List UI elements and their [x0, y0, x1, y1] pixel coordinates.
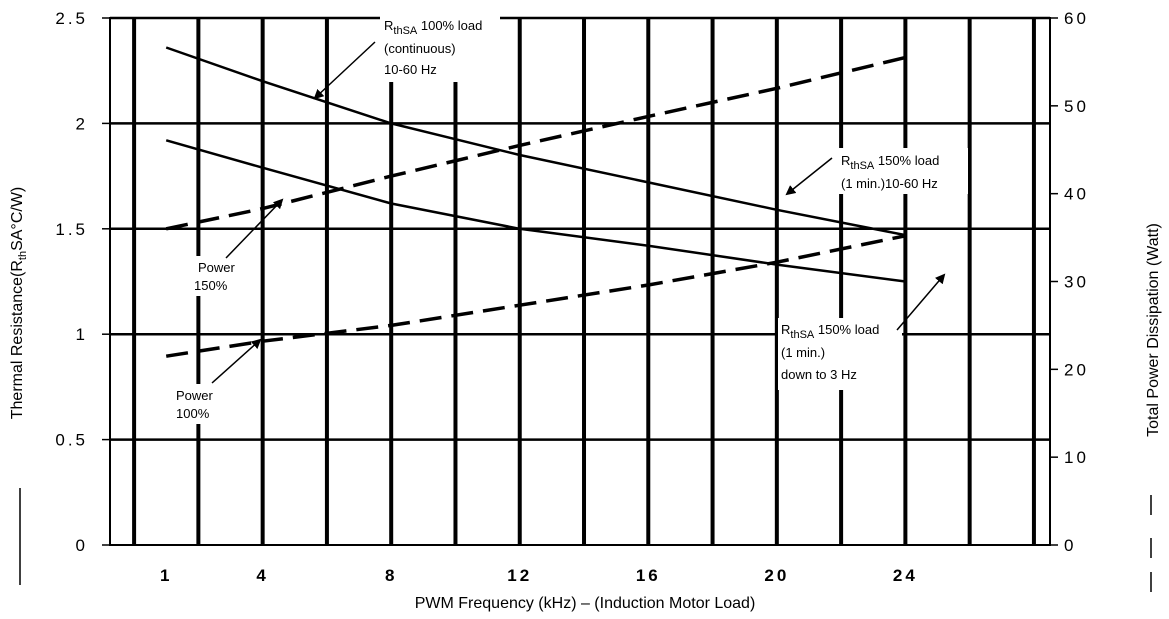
annotation-line: Power	[198, 260, 236, 275]
annotation-sub: thSA	[850, 160, 875, 172]
y-tick-label-right: 30	[1064, 273, 1089, 292]
y-tick-label-right: 10	[1064, 448, 1089, 467]
y-tick-label-right: 60	[1064, 9, 1089, 28]
x-tick-label: 12	[507, 566, 532, 585]
x-tick-label: 20	[764, 566, 789, 585]
series-line-solid-1	[165, 46, 906, 237]
series	[165, 46, 906, 358]
annotation-r: R	[384, 18, 393, 33]
annotation-load: 150% load	[814, 322, 879, 337]
annotation-r: R	[841, 153, 850, 168]
y-tick-label-right: 20	[1064, 360, 1089, 379]
svg-text:RthSA 150% load: RthSA 150% load	[841, 153, 939, 172]
plot-frame	[109, 17, 1051, 546]
x-tick-label: 1	[160, 566, 172, 585]
series-line-dashed-3	[165, 55, 906, 231]
svg-text:RthSA 150% load: RthSA 150% load	[781, 322, 879, 341]
annotation-rthsa-100-continuous: RthSA 100% load (continuous) 10-60 Hz	[313, 12, 500, 100]
annotation-line: 10-60 Hz	[384, 62, 437, 77]
annotation-line: 150%	[194, 278, 228, 293]
y-tick-label-left: 0	[76, 536, 88, 555]
series-line-solid-2	[165, 139, 906, 283]
annotation-line: (1 min.)	[781, 345, 825, 360]
annotation-rthsa-150-3hz: RthSA 150% load (1 min.) down to 3 Hz	[778, 273, 946, 390]
x-axis-label: PWM Frequency (kHz) – (Induction Motor L…	[415, 595, 756, 612]
y-tick-label-right: 0	[1064, 536, 1076, 555]
annotation-line: Power	[176, 388, 214, 403]
annotation-load: 150% load	[874, 153, 939, 168]
x-tick-label: 8	[385, 566, 397, 585]
annotation-line: (1 min.)10-60 Hz	[841, 176, 938, 191]
y-axis-label-left-main: Thermal Resistance(R	[9, 260, 26, 419]
annotation-sub: thSA	[790, 329, 815, 341]
grid	[102, 16, 1058, 546]
annotation-line: 100%	[176, 406, 210, 421]
y-tick-label-left: 0.5	[55, 431, 88, 450]
annotation-line: (continuous)	[384, 41, 456, 56]
y-axis-label-left-sub: th	[17, 251, 29, 260]
annotation-r: R	[781, 322, 790, 337]
y-axis-label-right: Total Power Dissipation (Watt)	[1145, 223, 1162, 437]
annotation-line: down to 3 Hz	[781, 367, 857, 382]
annotation-rthsa-150-1min: RthSA 150% load (1 min.)10-60 Hz	[785, 148, 968, 196]
annotations: RthSA 100% load (continuous) 10-60 Hz Rt…	[162, 12, 968, 424]
x-tick-label: 16	[636, 566, 661, 585]
x-tick-label: 24	[893, 566, 918, 585]
annotation-power-100: Power 100%	[162, 338, 262, 424]
y-tick-label-left: 2	[76, 114, 88, 133]
y-tick-label-left: 2.5	[55, 9, 88, 28]
y-tick-label-left: 1	[76, 325, 88, 344]
annotation-load: 100% load	[417, 18, 482, 33]
series-line-dashed-4	[165, 234, 906, 358]
x-tick-label: 4	[256, 566, 268, 585]
y-tick-label-right: 40	[1064, 185, 1089, 204]
y-axis-label-left-tail: SA°C/W)	[9, 187, 26, 251]
annotation-sub: thSA	[393, 25, 418, 37]
y-tick-label-left: 1.5	[55, 220, 88, 239]
y-axis-label-left: Thermal Resistance(RthSA°C/W)	[9, 187, 29, 420]
annotation-power-150: Power 150%	[192, 198, 284, 296]
y-tick-label-right: 50	[1064, 97, 1089, 116]
svg-text:RthSA 100% load: RthSA 100% load	[384, 18, 482, 37]
tick-labels: 0 0.5 1 1.5 2 2.5 0 10 20 30 40 50 60 1 4 8 12 16 20 24	[55, 9, 1089, 585]
